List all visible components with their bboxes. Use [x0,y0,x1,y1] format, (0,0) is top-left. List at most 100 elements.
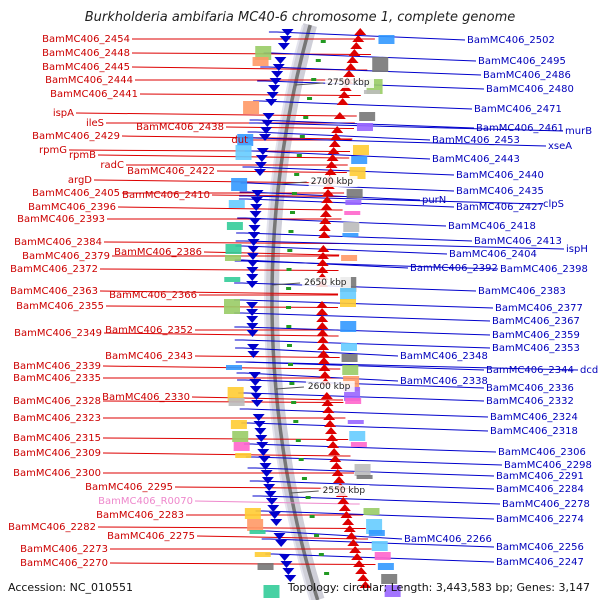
gene-label-right[interactable]: BamMC406_2453 [432,135,520,146]
gene-label-left[interactable]: BamMC406_2315 [13,433,101,444]
gene-label-right[interactable]: BamMC406_2318 [490,426,578,437]
gene-label-right[interactable]: purN [422,195,446,206]
gene-label-left[interactable]: BamMC406_2393 [17,214,105,225]
gene-label-right[interactable]: BamMC406_2359 [492,330,580,341]
reverse-gene-arrow [246,281,259,288]
feature-box [249,530,266,534]
gene-label-left[interactable]: BamMC406_2438 [136,122,224,133]
gene-label-right[interactable]: BamMC406_2256 [496,542,584,553]
gene-label-right[interactable]: BamMC406_2336 [486,383,574,394]
gene-label-right[interactable]: BamMC406_2353 [492,343,580,354]
gene-label-left[interactable]: BamMC406_2330 [102,392,190,403]
gene-label-left[interactable]: BamMC406_2405 [32,188,120,199]
gene-label-right[interactable]: BamMC406_2486 [483,70,571,81]
gene-label-right[interactable]: BamMC406_2502 [467,35,555,46]
leader-line [102,437,349,440]
gene-label-left[interactable]: BamMC406_2379 [22,251,110,262]
forward-gene-arrow [343,70,356,77]
gene-label-left[interactable]: argD [68,175,92,186]
gene-label-left[interactable]: rpmG [39,145,67,156]
gene-label-right[interactable]: BamMC406_2377 [495,303,583,314]
gene-label-right[interactable]: BamMC406_2247 [496,557,584,568]
gene-label-right[interactable]: BamMC406_2435 [456,186,544,197]
gene-label-right[interactable]: BamMC406_2440 [456,170,544,181]
gene-label-right[interactable]: BamMC406_2266 [404,534,492,545]
reverse-gene-arrow [246,253,259,260]
gene-label-right[interactable]: BamMC406_2332 [486,396,574,407]
gene-label-left[interactable]: BamMC406_2396 [28,202,116,213]
gene-label-left[interactable]: BamMC406_2355 [16,301,104,312]
gene-label-right[interactable]: BamMC406_2338 [400,376,488,387]
gene-label-left[interactable]: rpmB [69,150,96,161]
gene-label-left[interactable]: BamMC406_2386 [114,247,202,258]
gene-label-left[interactable]: BamMC406_2352 [105,325,193,336]
gene-label-left[interactable]: BamMC406_2335 [13,373,101,384]
gene-label-right[interactable]: BamMC406_2427 [456,202,544,213]
gene-label-left[interactable]: BamMC406_2328 [13,396,101,407]
gene-label-right[interactable]: BamMC406_2480 [486,84,574,95]
gene-label-right[interactable]: BamMC406_2324 [490,412,578,423]
gene-label-left[interactable]: BamMC406_2429 [32,131,120,142]
gene-label-left[interactable]: radC [100,160,124,171]
gene-label-left[interactable]: BamMC406_2339 [13,361,101,372]
gene-label-left[interactable]: BamMC406_2349 [14,328,102,339]
gene-label-left[interactable]: ispA [53,108,74,119]
leader-line [121,135,353,140]
gene-label-right[interactable]: dcd [580,365,598,376]
gene-label-right[interactable]: BamMC406_2367 [492,316,580,327]
gene-label-left[interactable]: BamMC406_2343 [105,351,193,362]
feature-box [350,442,367,447]
gene-label-right[interactable]: BamMC406_2291 [496,471,584,482]
gene-label-right[interactable]: BamMC406_2413 [474,236,562,247]
gene-label-left[interactable]: BamMC406_2300 [13,468,101,479]
gene-label-left[interactable]: ileS [86,118,104,129]
gene-label-left[interactable]: BamMC406_2295 [85,482,173,493]
gene-label-left[interactable]: BamMC406_2366 [109,290,197,301]
reverse-gene-arrow [260,470,273,477]
gene-label-left[interactable]: BamMC406_2275 [107,531,195,542]
leader-line [237,217,447,227]
gene-label-left[interactable]: BamMC406_R0070 [98,496,193,507]
gene-label-left[interactable]: BamMC406_2323 [13,413,101,424]
gene-label-right[interactable]: BamMC406_2471 [474,104,562,115]
gene-label-left[interactable]: BamMC406_2363 [10,286,98,297]
gene-label-left[interactable]: BamMC406_2273 [20,544,108,555]
gene-label-left[interactable]: BamMC406_2372 [10,264,98,275]
gene-label-right[interactable]: BamMC406_2274 [496,514,584,525]
gene-label-left[interactable]: BamMC406_2444 [45,75,133,86]
leader-line [117,206,343,211]
gene-label-right[interactable]: clpS [543,199,564,210]
reverse-gene-arrow [249,211,262,218]
gene-label-right[interactable]: BamMC406_2278 [502,499,590,510]
gene-label-right[interactable]: BamMC406_2383 [478,286,566,297]
gene-label-right[interactable]: BamMC406_2461 [476,123,564,134]
gene-label-left[interactable]: BamMC406_2282 [8,522,96,533]
gene-label-right[interactable]: BamMC406_2495 [478,56,566,67]
gene-label-right[interactable]: BamMC406_2344 [486,365,574,376]
gene-label-left[interactable]: BamMC406_2309 [13,448,101,459]
tick-label: 2600 kbp [308,382,351,392]
gene-label-left[interactable]: BamMC406_2384 [14,237,102,248]
gene-label-right[interactable]: BamMC406_2443 [432,154,520,165]
gene-label-left[interactable]: BamMC406_2441 [50,89,138,100]
gene-label-left[interactable]: BamMC406_2445 [42,62,130,73]
gene-label-right[interactable]: BamMC406_2392 [410,263,498,274]
gene-label-right[interactable]: BamMC406_2298 [504,460,592,471]
gene-label-right[interactable]: BamMC406_2284 [496,484,584,495]
gene-label-right[interactable]: BamMC406_2418 [448,221,536,232]
gene-label-left[interactable]: dut [231,135,248,146]
gene-label-right[interactable]: ispH [566,244,588,255]
gene-label-right[interactable]: BamMC406_2306 [498,447,586,458]
gene-label-left[interactable]: BamMC406_2270 [20,558,108,569]
gene-label-right[interactable]: BamMC406_2404 [449,249,537,260]
gene-label-right[interactable]: BamMC406_2398 [500,264,588,275]
gene-label-left[interactable]: BamMC406_2410 [122,190,210,201]
gene-label-left[interactable]: BamMC406_2283 [96,510,184,521]
gene-label-left[interactable]: BamMC406_2422 [127,166,215,177]
feature-box [342,365,359,375]
gene-label-left[interactable]: BamMC406_2454 [42,34,130,45]
gene-label-right[interactable]: xseA [548,141,572,152]
gene-label-right[interactable]: BamMC406_2348 [400,351,488,362]
gene-label-left[interactable]: BamMC406_2448 [42,48,130,59]
gene-label-right[interactable]: murB [565,126,592,137]
